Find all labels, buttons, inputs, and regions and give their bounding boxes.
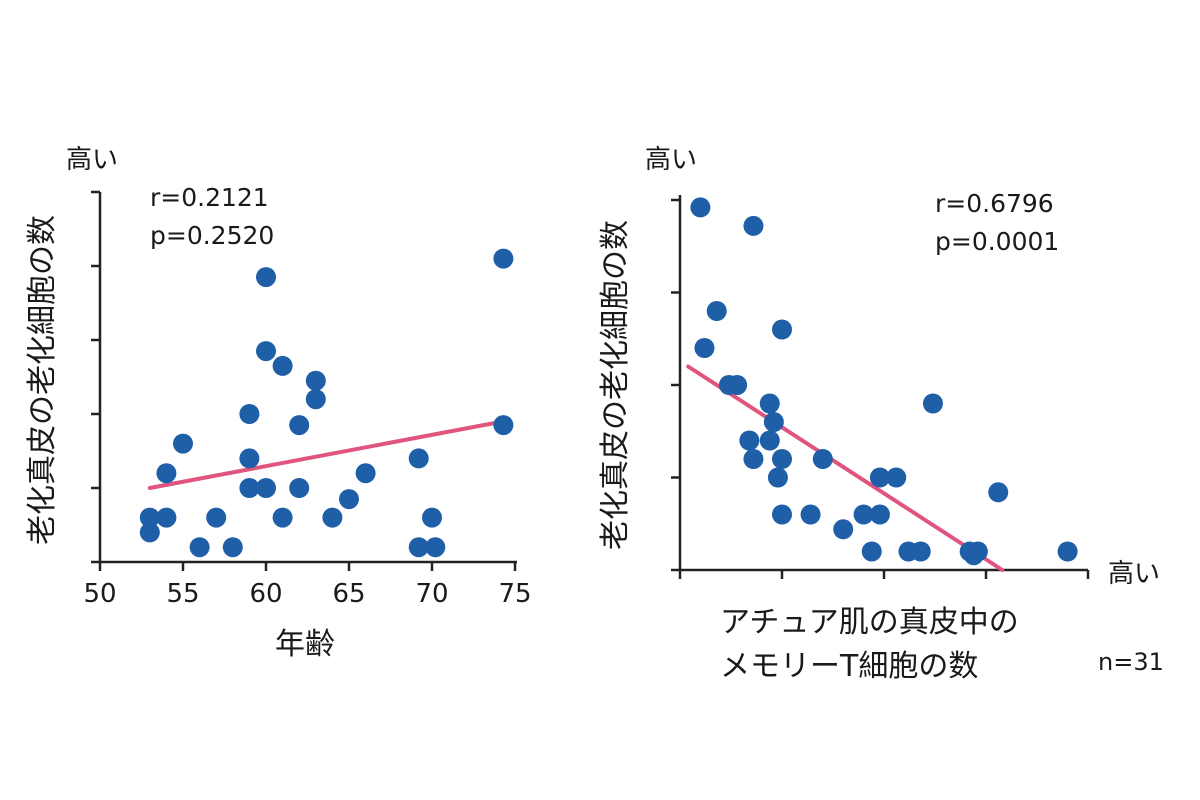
data-point	[967, 541, 988, 562]
data-point	[812, 449, 833, 469]
data-point	[189, 537, 210, 558]
data-point	[772, 449, 792, 469]
data-point	[256, 267, 276, 288]
data-point	[743, 215, 764, 236]
data-point	[239, 448, 260, 469]
data-point	[869, 504, 890, 525]
data-point	[988, 482, 1009, 503]
y-axis-label: 老化真皮の老化細胞の数	[598, 220, 633, 550]
data-point	[289, 415, 310, 436]
data-point	[861, 541, 882, 562]
data-points	[690, 197, 1078, 566]
x-axis-label-line2: メモリーT細胞の数	[720, 649, 978, 684]
data-point	[139, 522, 160, 543]
x-tick-label: 55	[166, 579, 199, 609]
data-point	[156, 463, 177, 484]
y-ticks	[671, 198, 680, 572]
data-point	[1057, 541, 1078, 562]
y-high-label: 高い	[66, 145, 118, 175]
x-axis-label: 年齢	[275, 627, 335, 662]
data-point	[493, 415, 514, 436]
data-point	[727, 375, 748, 395]
data-point	[156, 507, 177, 528]
data-point	[763, 412, 784, 432]
x-tick-label: 50	[83, 579, 116, 609]
x-tick-label: 75	[498, 579, 531, 609]
data-point	[408, 448, 429, 469]
data-point	[706, 301, 727, 321]
data-point	[206, 507, 227, 528]
y-high-label: 高い	[645, 145, 697, 175]
x-ticks: 50 55 60 65 70 75	[83, 562, 532, 609]
data-points	[139, 248, 514, 558]
x-tick-label: 65	[332, 579, 365, 609]
x-ticks	[678, 570, 1090, 579]
y-ticks	[91, 190, 100, 564]
data-point	[173, 433, 193, 454]
r-value: r=0.6796	[935, 189, 1054, 218]
data-point	[739, 430, 760, 451]
chart-age: 50 55 60 65 70 75 高い r=0.2121 p=0.2520 老化真皮の老…	[25, 145, 532, 662]
p-value: p=0.0001	[935, 227, 1059, 256]
data-point	[853, 504, 874, 525]
data-point	[772, 504, 792, 525]
y-axis-label: 老化真皮の老化細胞の数	[25, 215, 60, 545]
data-point	[139, 507, 160, 528]
data-point	[922, 393, 943, 414]
data-point	[910, 541, 931, 562]
data-point	[289, 478, 310, 498]
data-point	[222, 537, 243, 558]
data-point	[239, 478, 260, 498]
data-point	[759, 430, 780, 451]
data-point	[833, 519, 854, 540]
data-point	[694, 338, 715, 358]
data-point	[272, 507, 293, 528]
data-point	[759, 393, 780, 414]
data-point	[239, 404, 260, 424]
data-point	[800, 504, 821, 525]
data-point	[256, 341, 276, 362]
x-tick-label: 70	[415, 579, 448, 609]
data-point	[772, 319, 792, 340]
data-point	[256, 478, 276, 498]
data-point	[422, 507, 442, 528]
data-point	[869, 467, 890, 488]
data-point	[305, 389, 326, 410]
x-axis-label-line1: アチュア肌の真皮中の	[720, 605, 1019, 640]
sample-size: n=31	[1098, 648, 1164, 676]
data-point	[339, 489, 359, 510]
data-point	[767, 467, 788, 488]
p-value: p=0.2520	[150, 221, 274, 250]
trend-line	[686, 364, 1005, 572]
trend-line	[147, 419, 506, 490]
data-point	[886, 467, 907, 488]
x-tick-label: 60	[249, 579, 282, 609]
data-point	[690, 197, 711, 218]
chart-memory-t-cells: 高い 高い r=0.6796 p=0.0001 老化真皮の老化細胞の数 アチュア…	[598, 145, 1164, 684]
data-point	[425, 537, 446, 558]
data-point	[408, 537, 429, 558]
data-point	[305, 370, 326, 391]
data-point	[272, 355, 293, 376]
data-point	[493, 248, 514, 269]
data-point	[355, 463, 376, 484]
data-point	[322, 507, 343, 528]
r-value: r=0.2121	[150, 183, 269, 212]
x-high-label: 高い	[1108, 559, 1160, 589]
data-point	[743, 449, 764, 469]
